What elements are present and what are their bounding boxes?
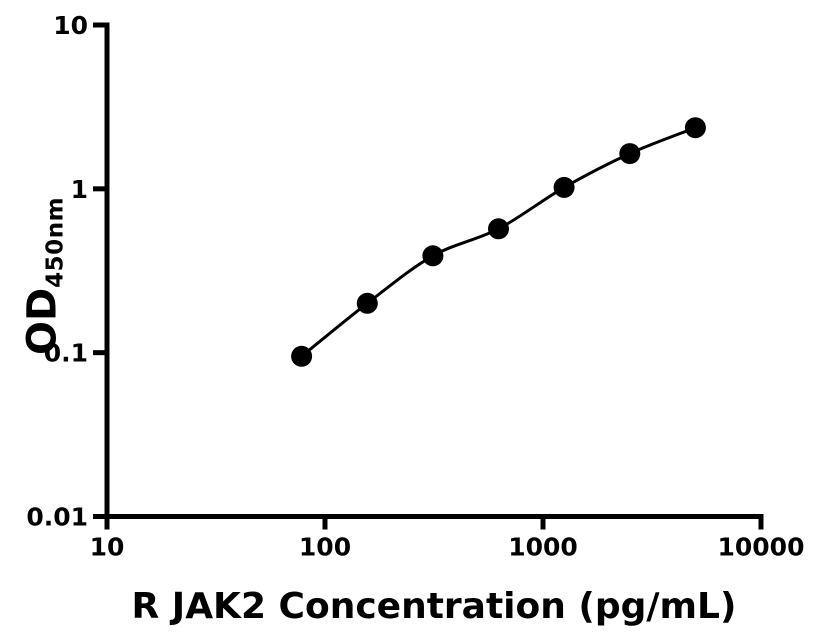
data-point-marker [291, 345, 313, 367]
data-point-marker [619, 143, 641, 165]
data-point-marker [488, 218, 509, 240]
data-point-marker [356, 292, 378, 314]
x-tick-label: 10000 [718, 533, 805, 562]
y-tick-label: 1 [71, 175, 88, 204]
y-tick-label: 0.1 [44, 339, 88, 368]
y-tick-label: 10 [53, 11, 88, 40]
x-tick-label: 100 [299, 533, 351, 562]
x-axis-title: R JAK2 Concentration (pg/mL) [131, 586, 737, 627]
x-tick-label: 1000 [508, 533, 578, 562]
data-point-marker [422, 245, 444, 267]
y-axis-title: OD450nm [20, 197, 69, 355]
y-tick-label: 0.01 [26, 503, 88, 532]
y-axis-title-subscript: 450nm [42, 196, 69, 288]
fitted-curve [300, 126, 696, 358]
data-point-marker [684, 117, 706, 139]
x-tick-label: 10 [90, 533, 125, 562]
data-point-marker [553, 176, 575, 198]
y-axis-title-main: OD [19, 287, 66, 356]
